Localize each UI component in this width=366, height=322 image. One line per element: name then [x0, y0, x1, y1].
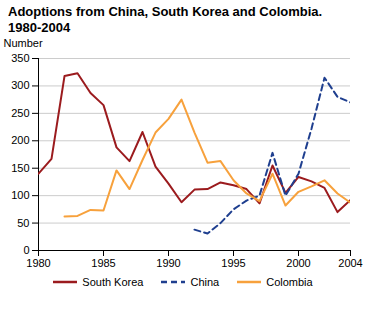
svg-text:300: 300 — [11, 79, 29, 91]
svg-text:2000: 2000 — [286, 257, 310, 269]
svg-text:50: 50 — [17, 217, 29, 229]
html-text:Colombia: Colombia — [266, 276, 313, 288]
svg-text:100: 100 — [11, 189, 29, 201]
svg-text:1995: 1995 — [221, 257, 245, 269]
html-text:China: China — [190, 276, 220, 288]
svg-text:250: 250 — [11, 107, 29, 119]
html-text:South Korea: South Korea — [82, 276, 144, 288]
html-text:Adoptions from China, South Ko: Adoptions from China, South Korea and Co… — [8, 4, 323, 35]
svg-text:1980: 1980 — [26, 257, 50, 269]
svg-text:200: 200 — [11, 134, 29, 146]
svg-text:Number: Number — [4, 37, 43, 49]
svg-text:350: 350 — [11, 52, 29, 64]
svg-text:2004: 2004 — [338, 257, 362, 269]
svg-text:150: 150 — [11, 162, 29, 174]
svg-text:1990: 1990 — [156, 257, 180, 269]
svg-text:0: 0 — [23, 244, 29, 256]
svg-text:1985: 1985 — [91, 257, 115, 269]
